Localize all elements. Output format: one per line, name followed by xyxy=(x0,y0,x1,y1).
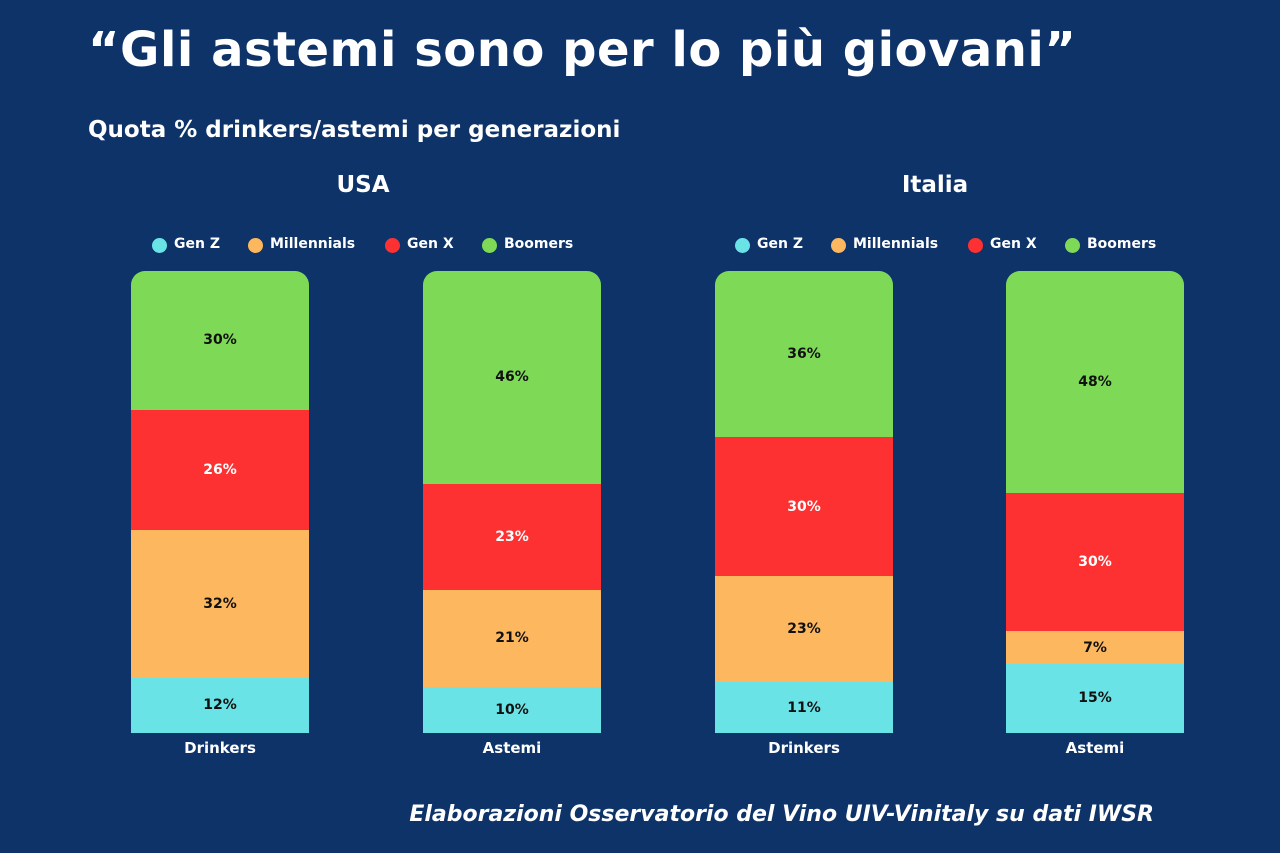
bar-segment-boomers xyxy=(131,271,309,410)
legend-dot-boomers xyxy=(1065,238,1080,253)
bar-segment-gen-x xyxy=(423,483,601,590)
legend-dot-gen-x xyxy=(968,238,983,253)
legend-label: Boomers xyxy=(504,236,574,252)
legend-dot-boomers xyxy=(482,238,497,253)
legend-label: Gen X xyxy=(990,236,1037,252)
bar-segment-millennials xyxy=(131,529,309,678)
data-label-gen-x: 23% xyxy=(495,528,529,545)
page-subtitle: Quota % drinkers/astemi per generazioni xyxy=(88,117,621,143)
data-label-gen-x: 30% xyxy=(787,498,821,515)
source-note: Elaborazioni Osservatorio del Vino UIV-V… xyxy=(409,802,1154,827)
bar-usa-drinkers: 12% 32% 26% 30% xyxy=(131,271,309,733)
data-label-gen-x: 30% xyxy=(1078,554,1112,571)
data-label-boomers: 46% xyxy=(495,369,529,386)
data-label-gen-z: 11% xyxy=(787,699,821,716)
bar-segment-millennials xyxy=(1006,630,1184,664)
bar-segment-boomers xyxy=(715,271,893,438)
data-label-boomers: 48% xyxy=(1078,373,1112,390)
category-label-drinkers: Drinkers xyxy=(184,739,256,757)
bar-segment-gen-z xyxy=(715,681,893,733)
bar-segment-gen-z xyxy=(131,677,309,733)
bar-segment-millennials xyxy=(423,589,601,687)
data-label-millennials: 23% xyxy=(787,621,821,638)
legend-dot-millennials xyxy=(248,238,263,253)
bar-segment-boomers xyxy=(1006,271,1184,493)
chart-title-italia: Italia xyxy=(901,172,969,198)
legend-label: Millennials xyxy=(270,236,356,252)
legend-dot-gen-x xyxy=(385,238,400,253)
category-label-astemi: Astemi xyxy=(482,739,542,757)
data-label-gen-z: 10% xyxy=(495,701,529,718)
legend-dot-gen-z xyxy=(152,238,167,253)
data-label-millennials: 32% xyxy=(203,595,237,612)
legend-label: Millennials xyxy=(853,236,939,252)
bar-italia-drinkers: 11% 23% 30% 36% xyxy=(715,271,893,733)
bar-segment-gen-x xyxy=(131,409,309,530)
data-label-boomers: 30% xyxy=(203,332,237,349)
data-label-gen-z: 15% xyxy=(1078,690,1112,707)
category-label-astemi: Astemi xyxy=(1065,739,1125,757)
bar-italia-astemi: 15% 7% 30% 48% xyxy=(1006,271,1184,733)
legend-label: Gen X xyxy=(407,236,454,252)
bar-segment-gen-x xyxy=(715,436,893,576)
data-label-gen-x: 26% xyxy=(203,461,237,478)
bar-segment-gen-z xyxy=(423,686,601,733)
bar-segment-boomers xyxy=(423,271,601,484)
legend-dot-gen-z xyxy=(735,238,750,253)
data-label-boomers: 36% xyxy=(787,346,821,363)
data-label-millennials: 7% xyxy=(1083,639,1107,656)
bar-segment-millennials xyxy=(715,575,893,683)
bar-segment-gen-z xyxy=(1006,663,1184,733)
category-label-drinkers: Drinkers xyxy=(768,739,840,757)
bar-segment-gen-x xyxy=(1006,492,1184,632)
bar-usa-astemi: 10% 21% 23% 46% xyxy=(423,271,601,733)
page-title: “Gli astemi sono per lo più giovani” xyxy=(88,22,1077,78)
legend-dot-millennials xyxy=(831,238,846,253)
data-label-millennials: 21% xyxy=(495,630,529,647)
legend-label: Gen Z xyxy=(757,236,803,252)
legend-label: Boomers xyxy=(1087,236,1157,252)
legend-label: Gen Z xyxy=(174,236,220,252)
chart-title-usa: USA xyxy=(336,172,390,198)
data-label-gen-z: 12% xyxy=(203,697,237,714)
